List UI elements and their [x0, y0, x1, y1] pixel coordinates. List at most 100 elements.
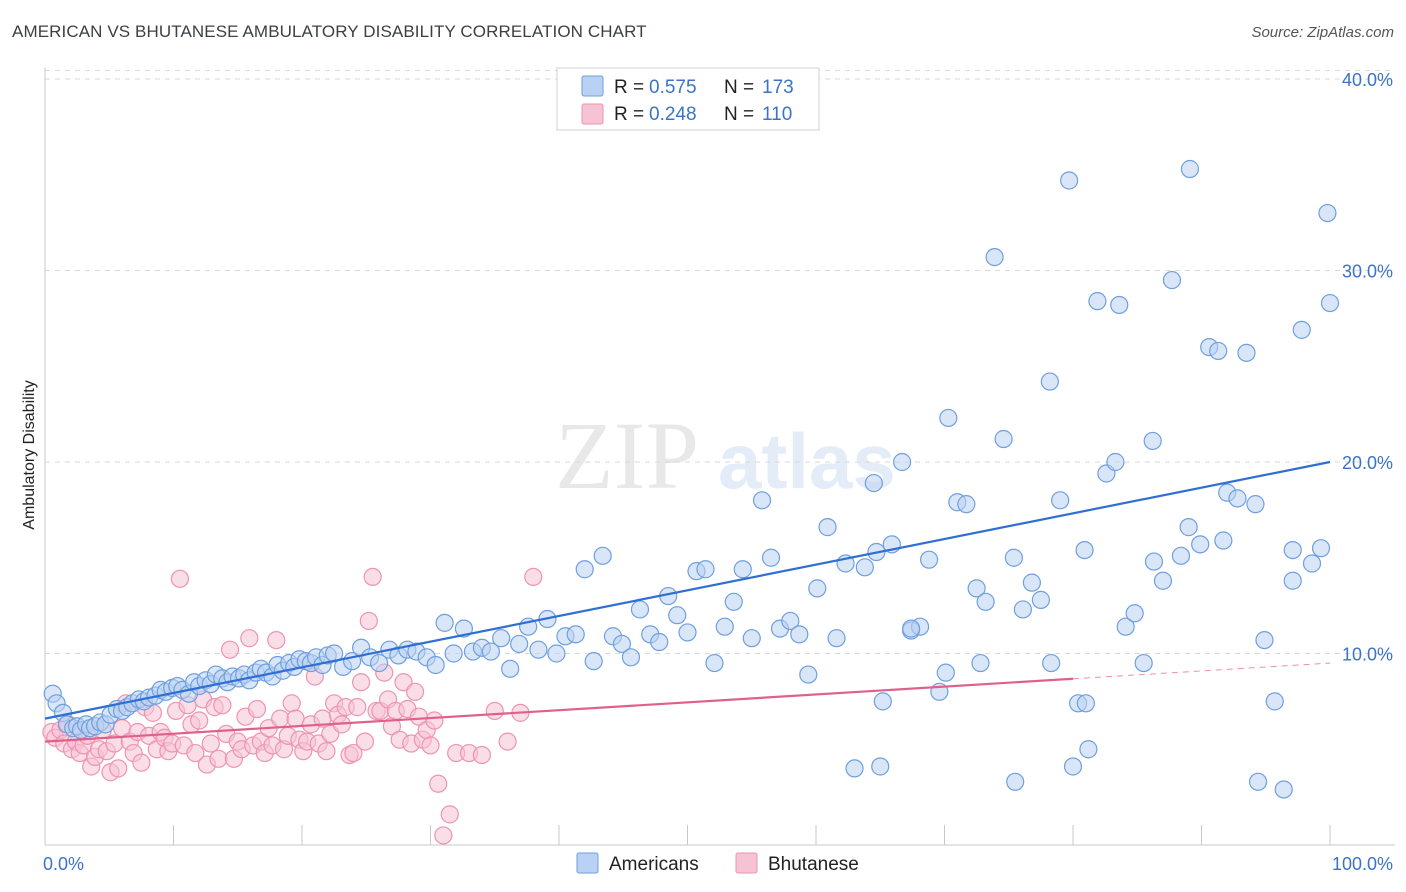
- bhutanese-trend-line: [44, 677, 1074, 743]
- x-tick-label-end: 100.0%: [1332, 854, 1393, 874]
- americans-point: [967, 579, 986, 598]
- bhutanese-point: [524, 567, 543, 587]
- americans-point: [1214, 531, 1233, 550]
- americans-point: [1040, 372, 1059, 391]
- americans-point: [1063, 757, 1083, 776]
- americans-point: [547, 644, 566, 663]
- legend-bhutanese-label: Bhutanese: [768, 854, 859, 875]
- americans-point: [1237, 343, 1256, 362]
- americans-point: [761, 548, 781, 567]
- bhutanese-point: [359, 611, 378, 631]
- americans-point: [1320, 293, 1340, 313]
- bhutanese-point: [109, 759, 128, 778]
- americans-point: [901, 619, 921, 638]
- bhutanese-point: [213, 696, 232, 715]
- americans-point: [936, 663, 955, 682]
- bhutanese-n-label: N =: [724, 104, 754, 125]
- bhutanese-point: [355, 732, 375, 751]
- y-tick-label: 10.0%: [1342, 645, 1393, 665]
- y-tick-labels: 10.0% 20.0% 30.0% 40.0%: [1342, 70, 1393, 665]
- americans-point: [742, 629, 761, 648]
- bhutanese-r-label: R =: [614, 104, 644, 125]
- americans-point: [1143, 431, 1162, 451]
- americans-point: [1318, 203, 1337, 223]
- americans-n-label: N =: [724, 77, 754, 98]
- americans-point: [939, 408, 958, 428]
- bhutanese-point: [186, 743, 205, 763]
- americans-point: [1116, 617, 1135, 636]
- americans-point: [1162, 270, 1182, 290]
- americans-point: [584, 652, 603, 671]
- americans-point: [1179, 518, 1198, 537]
- americans-point: [1076, 694, 1095, 713]
- americans-point: [1144, 552, 1164, 571]
- watermark: ZIP atlas: [555, 402, 896, 509]
- americans-point: [1031, 590, 1050, 609]
- chart-title: AMERICAN VS BHUTANESE AMBULATORY DISABIL…: [12, 22, 647, 41]
- bhutanese-point: [209, 749, 228, 768]
- series-legend: Americans Bhutanese: [576, 852, 859, 875]
- stats-legend: R = 0.575 N = 173 R = 0.248 N = 110: [556, 67, 820, 131]
- americans-point: [325, 644, 344, 663]
- americans-point: [1283, 540, 1302, 560]
- americans-point: [871, 757, 890, 776]
- watermark-zip: ZIP: [555, 402, 699, 509]
- bhutanese-point: [434, 826, 453, 845]
- americans-point: [1110, 295, 1129, 315]
- americans-point: [715, 617, 734, 636]
- americans-point: [1022, 573, 1041, 592]
- bhutanese-r-value: 0.248: [649, 104, 697, 125]
- bhutanese-point: [348, 698, 367, 717]
- americans-point: [426, 655, 445, 675]
- americans-point: [994, 429, 1013, 449]
- americans-point: [1255, 630, 1274, 650]
- americans-point: [1106, 452, 1125, 472]
- americans-swatch: [581, 75, 604, 97]
- americans-point: [985, 247, 1004, 267]
- bhutanese-point: [440, 805, 459, 824]
- y-axis-title: Ambulatory Disability: [21, 380, 38, 529]
- americans-point: [1248, 772, 1268, 791]
- americans-r-value: 0.575: [649, 77, 697, 98]
- bhutanese-point: [344, 743, 363, 763]
- americans-point: [1125, 604, 1144, 623]
- americans-point: [752, 491, 772, 510]
- americans-point: [481, 642, 500, 661]
- bhutanese-point: [485, 701, 504, 721]
- americans-point: [566, 625, 585, 644]
- americans-point: [454, 619, 474, 638]
- americans-point: [621, 648, 641, 667]
- bhutanese-point: [472, 745, 491, 765]
- legend-americans-swatch: [576, 852, 599, 874]
- source-label: Source: ZipAtlas.com: [1251, 24, 1394, 41]
- bhutanese-point: [190, 711, 209, 730]
- americans-point: [435, 613, 454, 632]
- americans-point: [1171, 546, 1191, 565]
- americans-point: [1042, 653, 1061, 673]
- trend-lines: [44, 460, 1331, 743]
- bhutanese-point: [201, 734, 220, 753]
- americans-point: [650, 632, 669, 652]
- bhutanese-swatch: [581, 103, 604, 125]
- americans-point: [1134, 653, 1153, 673]
- americans-point: [1265, 692, 1284, 711]
- y-tick-label: 40.0%: [1342, 70, 1393, 90]
- americans-point: [630, 600, 650, 619]
- americans-point: [1274, 780, 1293, 799]
- americans-point: [575, 560, 594, 579]
- legend-bhutanese-swatch: [735, 852, 758, 874]
- bhutanese-point: [286, 709, 305, 728]
- americans-point: [971, 653, 990, 673]
- americans-point: [1013, 600, 1032, 619]
- bhutanese-point: [220, 640, 240, 659]
- americans-point: [1088, 292, 1107, 311]
- americans-point: [919, 550, 939, 569]
- bhutanese-n-value: 110: [762, 104, 792, 125]
- x-tick-labels: 0.0% 100.0%: [43, 854, 1393, 874]
- y-tick-label: 20.0%: [1342, 453, 1393, 473]
- americans-point: [790, 625, 809, 644]
- americans-point: [733, 560, 752, 579]
- americans-point: [1153, 571, 1173, 590]
- axes: [44, 68, 1395, 846]
- bhutanese-point: [317, 742, 336, 761]
